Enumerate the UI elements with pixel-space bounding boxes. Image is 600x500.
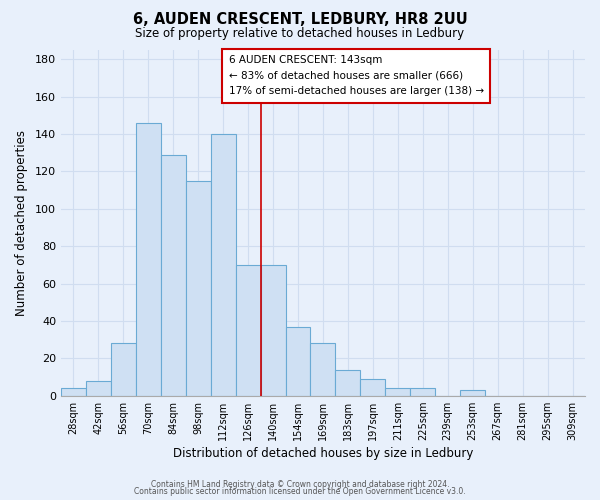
Bar — [361, 379, 385, 396]
Bar — [161, 154, 186, 396]
Bar — [410, 388, 435, 396]
Text: Size of property relative to detached houses in Ledbury: Size of property relative to detached ho… — [136, 28, 464, 40]
Text: Contains HM Land Registry data © Crown copyright and database right 2024.: Contains HM Land Registry data © Crown c… — [151, 480, 449, 489]
Bar — [136, 123, 161, 396]
Bar — [86, 380, 111, 396]
Bar — [310, 344, 335, 396]
Y-axis label: Number of detached properties: Number of detached properties — [15, 130, 28, 316]
Bar — [460, 390, 485, 396]
Text: 6 AUDEN CRESCENT: 143sqm
← 83% of detached houses are smaller (666)
17% of semi-: 6 AUDEN CRESCENT: 143sqm ← 83% of detach… — [229, 55, 484, 96]
Text: 6, AUDEN CRESCENT, LEDBURY, HR8 2UU: 6, AUDEN CRESCENT, LEDBURY, HR8 2UU — [133, 12, 467, 28]
Bar — [335, 370, 361, 396]
Bar — [286, 326, 310, 396]
Text: Contains public sector information licensed under the Open Government Licence v3: Contains public sector information licen… — [134, 487, 466, 496]
Bar — [385, 388, 410, 396]
Bar — [236, 265, 260, 396]
Bar — [211, 134, 236, 396]
X-axis label: Distribution of detached houses by size in Ledbury: Distribution of detached houses by size … — [173, 447, 473, 460]
Bar — [111, 344, 136, 396]
Bar — [260, 265, 286, 396]
Bar — [186, 181, 211, 396]
Bar — [61, 388, 86, 396]
